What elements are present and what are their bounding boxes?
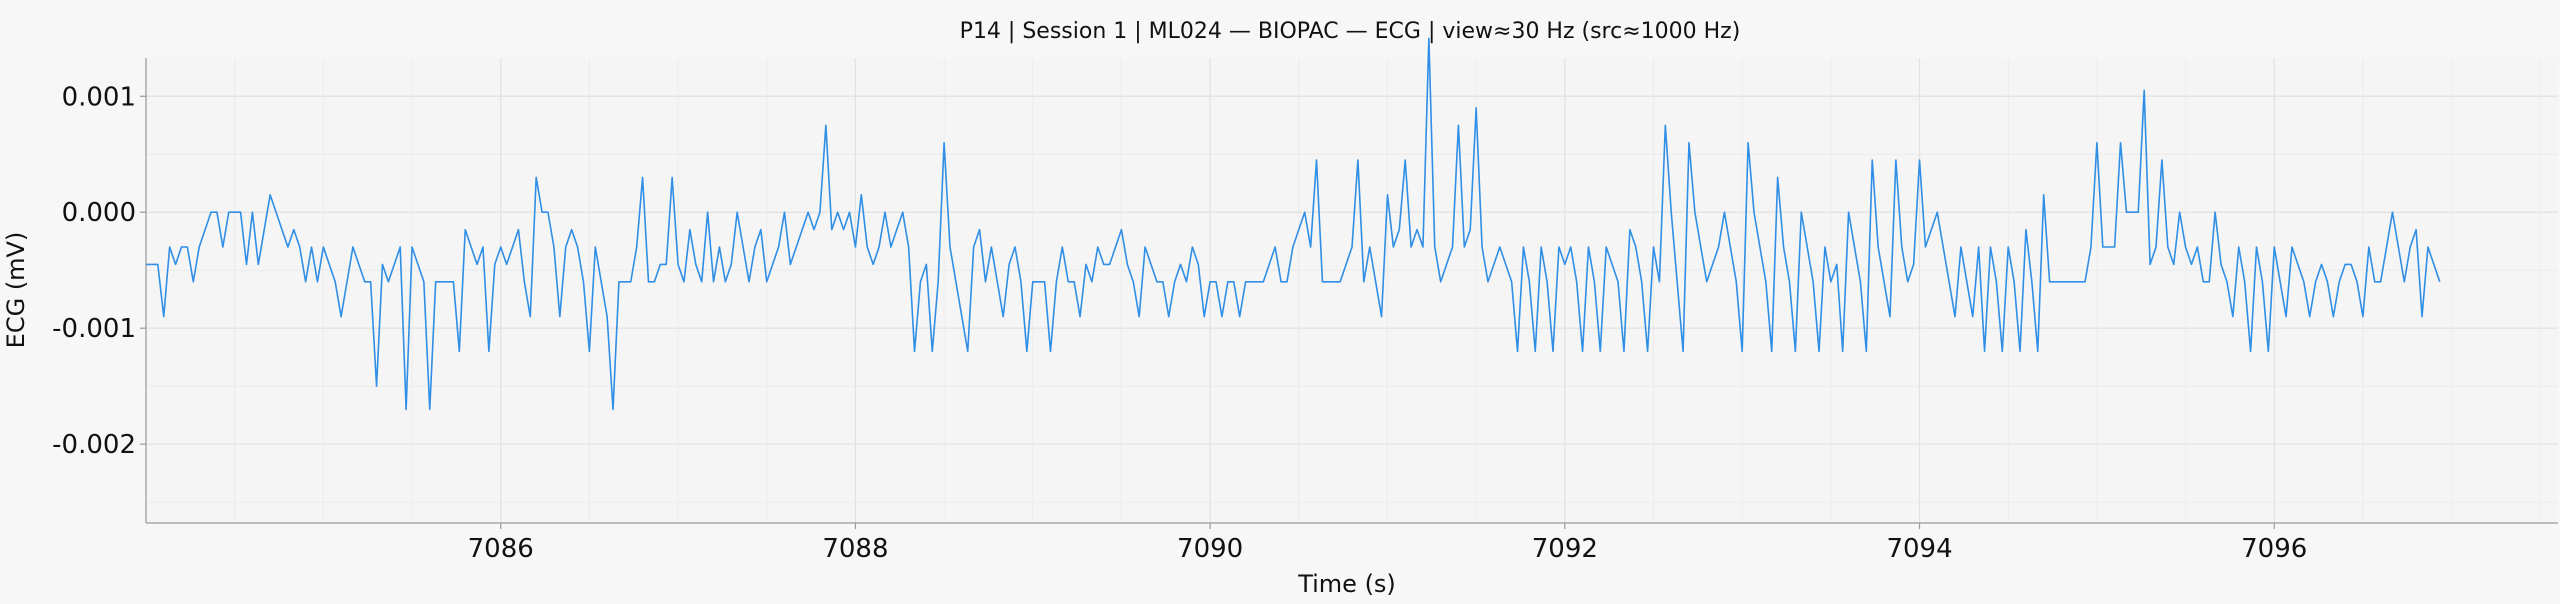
- x-tick-label: 7086: [468, 534, 534, 564]
- axes-layer: [145, 58, 2558, 524]
- x-tick-label: 7096: [2241, 534, 2307, 564]
- x-tick-label: 7088: [822, 534, 888, 564]
- ecg-series-line: [146, 37, 2441, 411]
- grid-layer: [145, 58, 2558, 523]
- y-tick-label: 0.001: [62, 82, 136, 112]
- plot-area: [146, 58, 2558, 523]
- x-tick-label: 7094: [1886, 534, 1952, 564]
- series-layer: [146, 37, 2441, 411]
- ticks-layer: 7086 7088 7090 7092 7094 7096 0.001 0.000 -0.001…: [52, 82, 2307, 564]
- x-axis-label: Time (s): [1297, 570, 1396, 598]
- x-tick-label: 7092: [1532, 534, 1598, 564]
- y-tick-label: -0.002: [52, 430, 136, 460]
- y-axis-label: ECG (mV): [2, 232, 30, 349]
- x-tick-label: 7090: [1177, 534, 1243, 564]
- chart-title: P14 | Session 1 | ML024 — BIOPAC — ECG |…: [960, 19, 1741, 44]
- y-tick-label: -0.001: [52, 314, 136, 344]
- y-tick-label: 0.000: [62, 198, 136, 228]
